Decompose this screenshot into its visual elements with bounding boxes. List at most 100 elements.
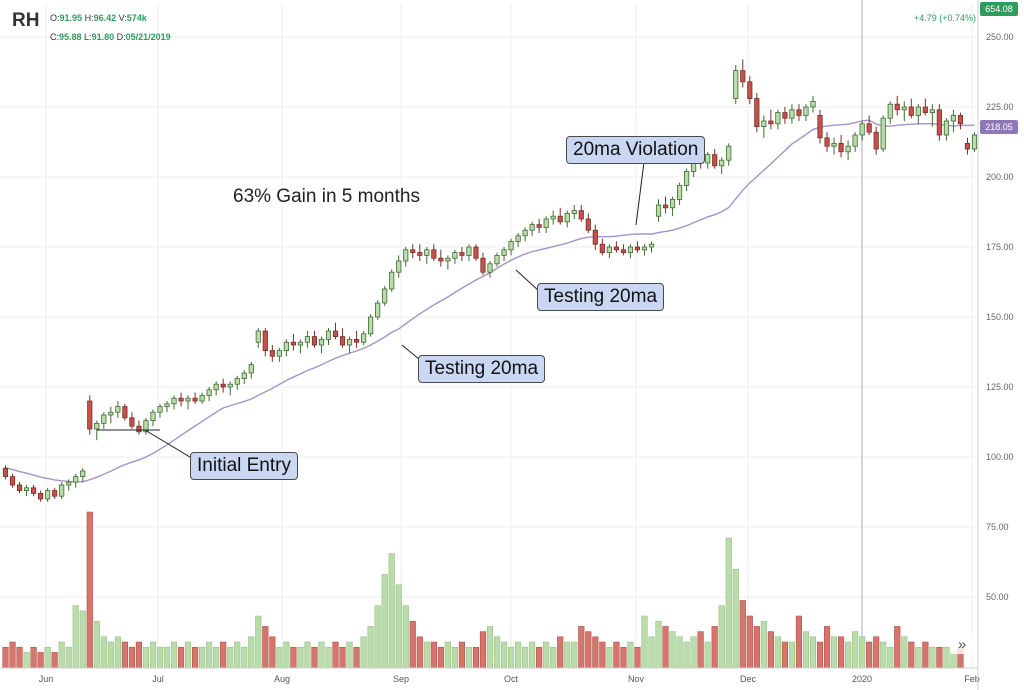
- volume-bar: [753, 626, 760, 669]
- candle: [438, 249, 444, 267]
- candle: [747, 76, 753, 105]
- candle-body: [796, 109, 802, 116]
- candle: [396, 255, 402, 278]
- volume-bar: [177, 646, 185, 669]
- candle-body: [817, 115, 823, 139]
- candle: [23, 485, 30, 497]
- candle: [634, 241, 641, 253]
- x-tick-label: Sep: [393, 674, 409, 684]
- x-tick-label: Feb: [964, 674, 980, 684]
- candle-body: [971, 134, 978, 150]
- volume-bar: [620, 646, 627, 669]
- candle-body: [859, 123, 865, 136]
- candle: [494, 252, 500, 267]
- candle: [564, 210, 570, 228]
- candle: [185, 395, 191, 410]
- candle: [768, 109, 774, 130]
- scroll-right-button[interactable]: »: [950, 636, 974, 654]
- volume-bar: [662, 626, 669, 669]
- candle-body: [606, 246, 612, 253]
- volume-bar: [901, 636, 908, 669]
- volume-bar: [395, 584, 402, 669]
- candle-body: [59, 484, 65, 497]
- volume-bar: [346, 641, 353, 669]
- volume-bar: [170, 641, 178, 669]
- candle: [578, 205, 584, 222]
- candle-body: [677, 184, 683, 200]
- candle-body: [726, 145, 732, 161]
- volume-bar: [823, 626, 831, 669]
- volume-bar: [802, 631, 810, 669]
- callout-20ma-violation: 20ma Violation: [566, 136, 706, 164]
- y-tick-label: 150.00: [986, 312, 1014, 322]
- candle: [473, 244, 479, 261]
- volume-bar: [9, 641, 16, 669]
- candle-body: [332, 330, 339, 337]
- volume-bar: [522, 646, 529, 669]
- pointer-violation: [635, 161, 645, 226]
- volume-bar: [873, 636, 880, 669]
- y-tick-label: 200.00: [986, 172, 1014, 182]
- candle: [164, 401, 170, 413]
- candle-body: [634, 246, 641, 251]
- candle-body: [627, 246, 634, 253]
- candle: [459, 247, 465, 261]
- candle-body: [424, 249, 430, 256]
- candle-body: [157, 406, 163, 413]
- candle-body: [592, 229, 598, 245]
- candle: [269, 345, 275, 362]
- candle: [515, 233, 521, 247]
- pointer-testing-2: [515, 269, 541, 293]
- volume-bar: [114, 636, 121, 669]
- candle: [87, 395, 93, 435]
- candle-body: [929, 109, 935, 114]
- candle: [550, 210, 556, 225]
- candle: [122, 403, 128, 421]
- candle-body: [66, 481, 72, 486]
- candle-body: [136, 425, 142, 433]
- candle-body: [754, 98, 760, 127]
- candle-body: [290, 341, 296, 346]
- candle-body: [234, 378, 240, 385]
- y-tick-label: 225.00: [986, 102, 1014, 112]
- volume-bar: [564, 641, 571, 669]
- volume-bar: [683, 641, 690, 669]
- volume-bar: [908, 641, 915, 669]
- volume-bar: [353, 646, 360, 669]
- high-label: H:: [84, 13, 94, 23]
- candle: [255, 328, 261, 348]
- candle-body: [16, 484, 23, 491]
- candle: [838, 135, 844, 158]
- candle-body: [269, 350, 275, 357]
- candle: [501, 247, 507, 261]
- volume-bar: [936, 646, 943, 669]
- candle-body: [740, 70, 746, 83]
- volume-bar: [550, 646, 557, 669]
- candle-body: [648, 243, 655, 248]
- volume-bar: [809, 636, 817, 669]
- candle-body: [887, 103, 893, 119]
- y-tick-label: 250.00: [986, 32, 1014, 42]
- volume-bar: [58, 641, 65, 669]
- candle-body: [396, 260, 402, 273]
- candle-body: [564, 212, 570, 223]
- volume-bar: [128, 646, 135, 669]
- candle-body: [297, 341, 303, 346]
- candle: [2, 465, 9, 480]
- volume-bar: [220, 641, 227, 669]
- volume-bar: [367, 626, 374, 669]
- candle-body: [452, 252, 458, 259]
- volume-bar: [402, 605, 409, 669]
- candle: [859, 121, 865, 141]
- candle: [543, 216, 549, 233]
- volume-bar: [437, 646, 444, 669]
- candle: [662, 196, 669, 214]
- x-tick-label: Aug: [274, 674, 290, 684]
- candle-body: [571, 210, 577, 214]
- candle: [929, 104, 935, 127]
- candle-body: [199, 394, 205, 402]
- candle: [522, 227, 528, 242]
